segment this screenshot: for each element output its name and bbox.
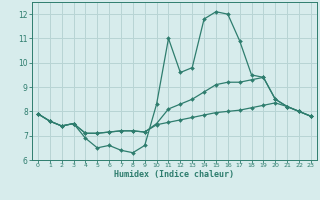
X-axis label: Humidex (Indice chaleur): Humidex (Indice chaleur) — [115, 170, 234, 179]
